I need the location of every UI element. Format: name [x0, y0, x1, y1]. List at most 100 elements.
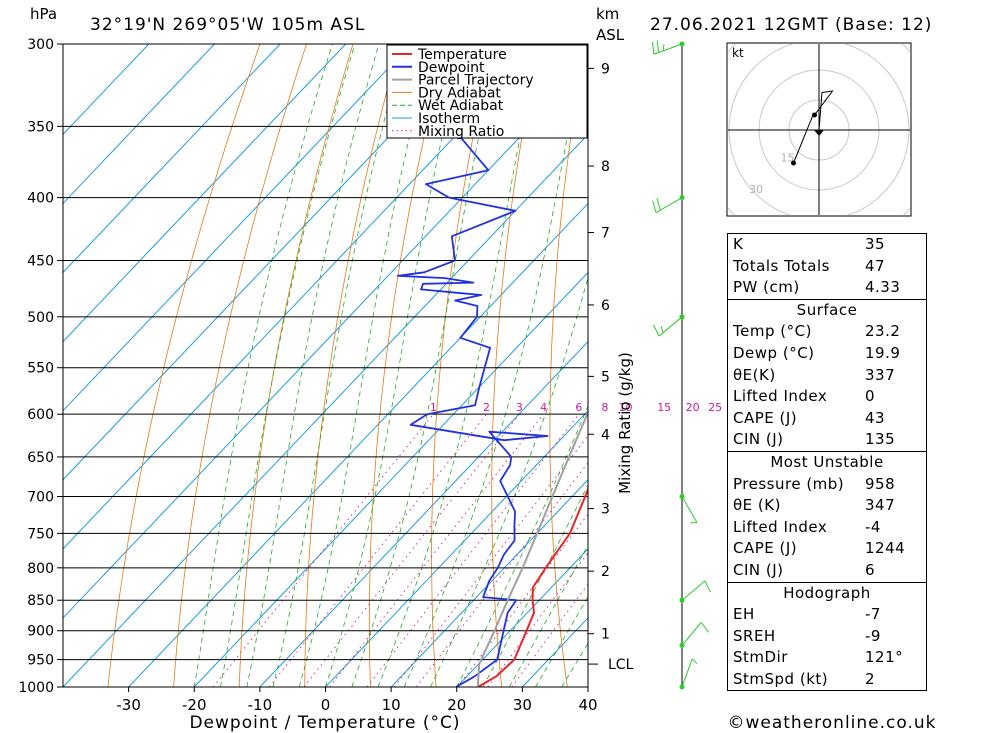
- barb-shaft: [681, 622, 702, 646]
- mixing-ratio-label: 2: [483, 401, 490, 414]
- x-tick-label: -30: [116, 696, 141, 714]
- wet-adiabat-line: [456, 405, 588, 687]
- x-axis-title: Dewpoint / Temperature (°C): [189, 713, 460, 733]
- barb-flag: [656, 40, 660, 53]
- km-tick-label: 8: [601, 159, 610, 175]
- series-parcel-trajectory-line: [476, 409, 588, 687]
- wet-adiabat-line: [246, 44, 380, 687]
- isotherm-line: [193, 271, 588, 687]
- isotherm-line: [325, 409, 588, 687]
- isotherm-line: [259, 340, 588, 687]
- isotherm-line: [63, 133, 588, 687]
- barb-shaft: [681, 496, 698, 523]
- isotherm-line: [63, 64, 588, 619]
- barb-flag: [652, 200, 657, 213]
- stat-row: CAPE (J) 43: [733, 408, 886, 427]
- pressure-tick-label: 600: [27, 407, 54, 423]
- pressure-tick-label: 400: [27, 191, 54, 207]
- skewt-axes: 1 2 3 4 6 8 10 15 20 2530035040045050055060065070…: [18, 37, 722, 714]
- km-tick-label: 4: [601, 427, 610, 443]
- pressure-tick-label: 850: [27, 593, 54, 609]
- hodograph-stats-block: Hodograph EH -7 SREH -9 StmDir 121° StmSpd …: [727, 581, 927, 692]
- x-tick-label: 40: [578, 696, 597, 714]
- pressure-tick-label: 750: [27, 526, 54, 542]
- x-tick-label: 10: [382, 696, 401, 714]
- wet-adiabat-line: [403, 44, 586, 687]
- legend-item: Mixing Ratio: [418, 124, 504, 140]
- km-tick-label: 6: [601, 298, 610, 314]
- km-tick-label: 1: [601, 627, 610, 643]
- hodograph-point: [791, 160, 796, 166]
- pressure-tick-label: 950: [27, 653, 54, 669]
- wet-adiabat-line: [351, 44, 500, 687]
- pressure-tick-label: 550: [27, 361, 54, 377]
- mixing-ratio-label: 3: [516, 401, 523, 414]
- dry-adiabat-line: [549, 44, 586, 687]
- wet-adiabat-line: [193, 44, 333, 687]
- wet-adiabat-line: [220, 44, 356, 687]
- wet-adiabat-line: [430, 275, 588, 687]
- barb-shaft: [655, 197, 683, 214]
- pressure-tick-label: 650: [27, 450, 54, 466]
- legend-item: Wet Adiabat: [418, 98, 504, 114]
- stat-row: θE (K) 347: [733, 496, 896, 515]
- asl-unit: ASL: [596, 26, 625, 44]
- stat-row: StmDir 121°: [733, 648, 904, 667]
- mixing-ratio-label: 15: [657, 401, 671, 414]
- legend-item: Temperature: [417, 47, 507, 63]
- stat-row: Pressure (mb) 958: [733, 474, 896, 493]
- lcl-label: LCL: [608, 657, 634, 673]
- pressure-tick-label: 450: [27, 254, 54, 270]
- barb-shaft: [681, 658, 693, 688]
- barb-flag: [691, 658, 698, 665]
- barb-flag: [704, 580, 711, 593]
- stat-row: Dewp (°C) 19.9: [733, 343, 901, 362]
- series-dewpoint-line: [397, 44, 549, 687]
- hodograph-inner: 15 30 45: [718, 44, 910, 228]
- wet-adiabat-line: [535, 595, 588, 687]
- y2-axis-title: Mixing Ratio (g/kg): [616, 352, 634, 494]
- pressure-tick-label: 700: [27, 490, 54, 506]
- surface-block: Surface Temp (°C) 23.2 Dewp (°C) 19.9 θE(K…: [727, 298, 927, 451]
- most-unstable-title: Most Unstable: [770, 452, 884, 471]
- isotherm-line: [390, 479, 588, 687]
- isotherm-line: [128, 202, 588, 687]
- isotherm-line: [63, 44, 150, 136]
- stat-row: CIN (J) 135: [733, 430, 896, 449]
- barb-flag: [660, 326, 664, 334]
- km-tick-label: 5: [601, 369, 610, 385]
- pressure-unit: hPa: [30, 5, 57, 23]
- mixing-ratio-label: 8: [601, 401, 608, 414]
- hodograph-point: [812, 112, 817, 118]
- series-temperature-line: [477, 486, 588, 687]
- isotherm-line: [63, 44, 478, 481]
- km-unit: km: [596, 5, 619, 23]
- hodograph-ring-label: 45: [718, 215, 732, 228]
- dry-adiabat-line: [238, 44, 354, 687]
- isotherm-line: [63, 44, 215, 205]
- stat-row: Temp (°C) 23.2: [733, 322, 901, 341]
- x-tick-label: -20: [182, 696, 207, 714]
- stat-row: Lifted Index 0: [733, 387, 876, 406]
- mixing-ratio-line: [303, 413, 520, 687]
- x-tick-label: -10: [248, 696, 273, 714]
- stat-row: CIN (J) 6: [733, 560, 876, 579]
- location-label: 32°19'N 269°05'W 105m ASL: [90, 15, 365, 35]
- barb-flag: [656, 198, 661, 211]
- mixing-ratio-label: 4: [540, 401, 547, 414]
- isotherm-line: [63, 44, 281, 274]
- hodograph-title: Hodograph: [783, 583, 871, 602]
- barb-flag: [700, 622, 709, 633]
- stat-row: CAPE (J) 1244: [733, 539, 906, 558]
- mixing-ratio-label: 6: [575, 401, 582, 414]
- stat-row: SREH -9: [733, 626, 881, 645]
- barb-flag: [652, 41, 655, 55]
- stat-row-k: K 35: [733, 235, 886, 253]
- hodograph-ring-label: 30: [749, 183, 763, 196]
- pressure-tick-label: 1000: [18, 680, 54, 696]
- legend-item: Dry Adiabat: [418, 85, 501, 101]
- hodograph: 15 30 45 kt: [718, 42, 912, 228]
- pressure-tick-label: 350: [27, 119, 54, 135]
- mixing-ratio-line: [366, 413, 580, 687]
- x-tick-label: 30: [513, 696, 532, 714]
